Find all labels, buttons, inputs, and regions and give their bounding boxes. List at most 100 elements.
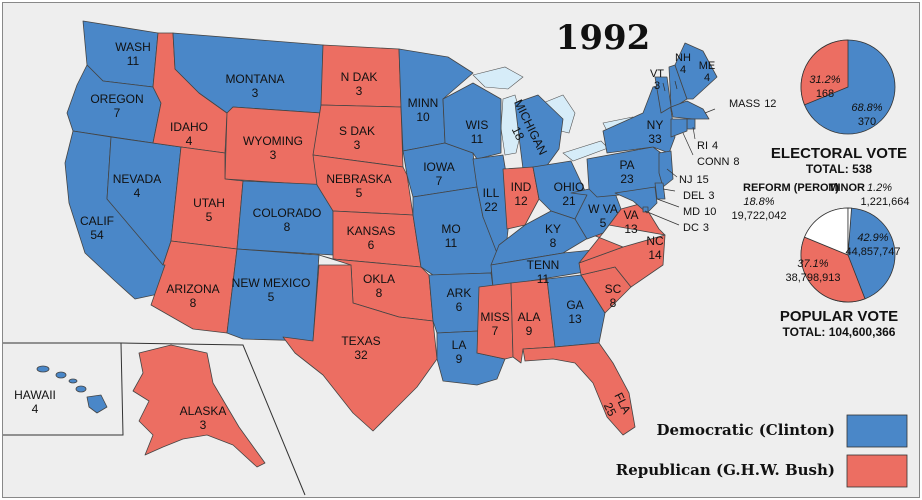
state-label-ks: KANSAS 6: [347, 224, 396, 252]
state-label-il: ILL 22: [483, 186, 500, 214]
state-name-nd: N DAK: [341, 70, 378, 84]
state-ev-mn: 10: [416, 110, 430, 124]
state-ev-pa: 23: [620, 172, 634, 186]
state-ri: [686, 118, 696, 130]
state-name-in: IND: [511, 180, 532, 194]
state-ev-id: 4: [186, 134, 193, 148]
state-mi: [514, 94, 564, 172]
state-name-me: ME: [699, 60, 716, 72]
state-ga: [546, 274, 606, 348]
state-name-ky: KY: [545, 222, 561, 236]
state-name-ar: ARK: [447, 286, 472, 300]
state-ma: [670, 100, 710, 120]
state-label-ar: ARK 6: [447, 286, 472, 314]
popular-heading: POPULAR VOTE: [780, 308, 898, 325]
state-ev-wa: 11: [127, 54, 140, 68]
state-ev-ga: 13: [568, 312, 582, 326]
state-name-ak: ALASKA: [180, 404, 227, 418]
state-label-nj: NJ 15: [679, 174, 709, 186]
state-ev-ri: 4: [712, 140, 718, 152]
state-md: [614, 186, 658, 214]
state-ev-mo: 11: [445, 236, 458, 250]
state-name-de: DEL: [683, 190, 704, 202]
state-ev-md: 10: [704, 206, 716, 218]
state-name-sc: SC: [605, 282, 622, 296]
state-name-pa: PA: [619, 158, 634, 172]
state-label-ri: RI 4: [697, 140, 718, 152]
state-nc: [578, 234, 666, 288]
state-me: [674, 42, 718, 100]
state-ev-il: 22: [484, 200, 498, 214]
state-de: [654, 182, 666, 200]
leader-lines: [644, 80, 716, 226]
minor-label: MINOR: [828, 182, 865, 194]
state-ev-nh: 4: [680, 64, 686, 76]
state-label-wi: WIS 11: [466, 118, 489, 146]
state-name-nj: NJ: [679, 174, 692, 186]
state-ev-ok: 8: [376, 286, 383, 300]
state-ak: [132, 344, 266, 468]
state-label-me: ME 4: [699, 60, 716, 84]
ev-rep-pct: 31.2%: [809, 74, 840, 86]
state-ev-nm: 5: [268, 290, 275, 304]
state-fl: [522, 342, 636, 436]
state-label-al: ALA 9: [518, 310, 541, 338]
electoral-pie: 31.2% 168 68.8% 370: [800, 39, 896, 135]
state-label-ms: MISS 7: [480, 310, 509, 338]
state-ev-mi: 18: [509, 124, 528, 142]
state-ev-hi: 4: [32, 402, 39, 416]
state-ev-ia: 7: [436, 174, 443, 188]
state-label-ut: UTAH 5: [193, 196, 225, 224]
state-ev-wv: 5: [600, 216, 607, 230]
state-label-mn: MINN 10: [408, 96, 439, 124]
state-nm: [226, 248, 320, 342]
pv-rep-pct: 37.1%: [797, 258, 828, 270]
state-name-nv: NEVADA: [113, 172, 161, 186]
state-ks: [332, 210, 422, 268]
state-name-dc: DC: [683, 222, 699, 234]
state-ev-ks: 6: [368, 238, 375, 252]
state-name-nh: NH: [675, 52, 691, 64]
state-label-va: VA 13: [623, 208, 638, 236]
state-label-ia: IOWA 7: [423, 160, 455, 188]
state-ev-va: 13: [624, 222, 638, 236]
state-ev-wy: 3: [270, 148, 277, 162]
state-name-wi: WIS: [466, 118, 489, 132]
state-label-nc: NC 14: [646, 234, 664, 262]
state-label-ca: CALIF 54: [80, 214, 114, 242]
state-ev-ma: 12: [764, 98, 776, 110]
state-ev-in: 12: [514, 194, 528, 208]
pv-dem-pct: 42.9%: [857, 232, 888, 244]
state-ev-nc: 14: [648, 248, 662, 262]
legend-rep-swatch: [846, 454, 908, 488]
state-ev-ny: 33: [648, 132, 662, 146]
pv-rep-votes: 38,798,913: [785, 272, 840, 284]
state-ev-sc: 8: [610, 296, 617, 310]
state-name-ia: IOWA: [423, 160, 455, 174]
state-label-id: IDAHO 4: [170, 120, 208, 148]
state-name-ri: RI: [697, 140, 708, 152]
legend-dem-label: Democratic (Clinton): [657, 421, 835, 439]
electoral-total: TOTAL: 538: [806, 162, 873, 176]
state-label-ct: CONN 8: [697, 156, 740, 168]
state-ev-vt: 3: [654, 80, 660, 92]
state-ev-de: 3: [708, 190, 714, 202]
popular-total: TOTAL: 104,600,366: [783, 325, 896, 339]
state-label-nm: NEW MEXICO 5: [232, 276, 311, 304]
state-ev-la: 9: [456, 352, 463, 366]
state-ev-tn: 11: [537, 272, 550, 286]
state-hi: [36, 365, 108, 414]
legend: Democratic (Clinton) Republican (G.H.W. …: [616, 414, 908, 488]
state-label-fl: FLA25: [599, 390, 634, 422]
state-name-co: COLORADO: [253, 206, 322, 220]
state-name-mo: MO: [441, 222, 460, 236]
state-label-wv: W VA 5: [588, 202, 618, 230]
reform-votes: 19,722,042: [731, 210, 786, 222]
state-ev-tx: 32: [354, 348, 368, 362]
state-label-ky: KY 8: [545, 222, 561, 250]
popular-pie: [800, 207, 896, 303]
state-name-il: ILL: [483, 186, 500, 200]
state-name-nc: NC: [646, 234, 664, 248]
